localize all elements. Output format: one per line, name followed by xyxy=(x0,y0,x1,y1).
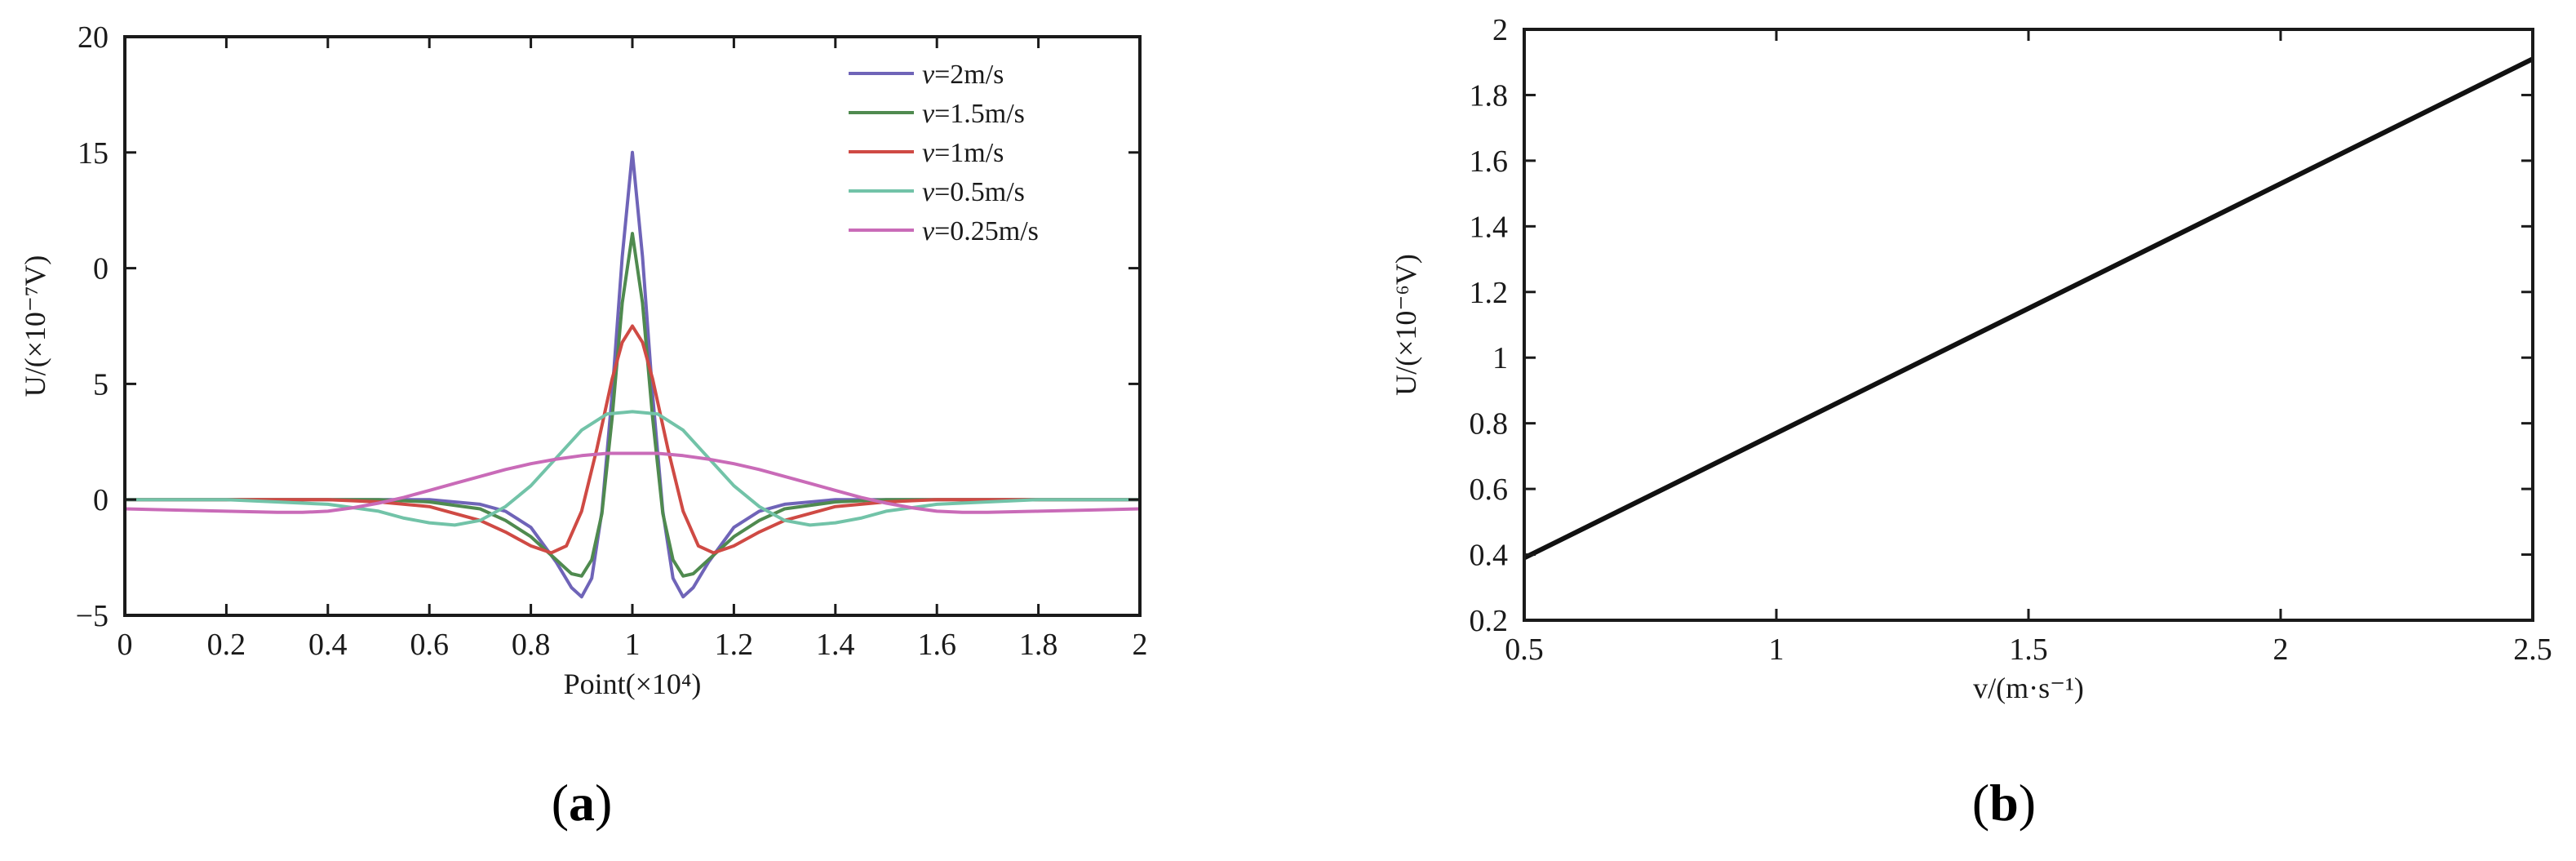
panel-b-y-tick-label: 0.4 xyxy=(1470,539,1509,573)
panel-b-series-line-0 xyxy=(1524,56,2533,561)
panel-b-y-tick-label: 0.2 xyxy=(1470,604,1509,638)
panel-a-y-tick-label: 5 xyxy=(93,367,109,402)
panel-a-y-tick-label: 0 xyxy=(93,252,109,286)
panel-a-y-tick-label: 15 xyxy=(78,136,109,171)
panel-a-legend-entry-1: v=1.5m/s xyxy=(922,99,1025,129)
panel-b-y-tick-label: 1.4 xyxy=(1470,210,1509,244)
panel-a-legend-entry-3: v=0.5m/s xyxy=(922,177,1025,207)
panel-b-plot-frame xyxy=(1523,28,2534,622)
panel-b-y-tick-label: 1.8 xyxy=(1470,78,1509,113)
panel-b-y-tick-label: 1.6 xyxy=(1470,144,1509,179)
panel-a-x-tick-label: 1.8 xyxy=(1019,628,1058,662)
panel-a-legend: v=2m/s v=1.5m/s v=1m/s v=0.5m/s v=0.25m/s xyxy=(849,60,1039,246)
panel-a-x-tick-label: 0 xyxy=(117,628,133,662)
panel-a-chart: 0 0.2 0.4 0.6 0.8 1 1.2 1.4 1.6 1.8 2−50501520Poin… xyxy=(19,20,1148,832)
panel-a-x-tick-label: 1.6 xyxy=(917,628,956,662)
panel-b-x-tick-label: 1 xyxy=(1769,632,1785,667)
panel-a-x-tick-label: 0.2 xyxy=(207,628,246,662)
panel-a-series-line-3 xyxy=(125,410,1140,527)
panel-a-x-tick-label: 2 xyxy=(1133,628,1148,662)
panel-b-y-tick-label: 0.6 xyxy=(1470,473,1509,507)
panel-a-legend-entry-2: v=1m/s xyxy=(922,138,1004,168)
panel-a-series-line-4 xyxy=(125,451,1140,514)
panel-a-series-line-0 xyxy=(125,150,1140,599)
panel-b-x-tick-label: 2 xyxy=(2273,632,2289,667)
panel-b-x-tick-label: 2.5 xyxy=(2513,632,2552,667)
panel-b-y-tick-label: 1 xyxy=(1492,341,1508,375)
panel-a-series-line-2 xyxy=(125,324,1140,555)
panel-a-y-tick-label: 0 xyxy=(93,483,109,517)
panel-b-y-tick-label: 2 xyxy=(1492,13,1508,47)
panel-a-x-tick-label: 0.6 xyxy=(410,628,449,662)
panel-a-legend-entry-4: v=0.25m/s xyxy=(922,216,1039,246)
panel-b-y-tick-label: 1.2 xyxy=(1470,276,1509,310)
panel-b-panel-label: (b) xyxy=(1972,774,2036,832)
panel-b-chart: 0.5 1 1.5 2 2.5 0.2 0.4 0.6 0.8 1 1.2 1.4 1.6 1.8 2 v/(… xyxy=(1390,13,2552,832)
panel-a-legend-entry-0: v=2m/s xyxy=(922,60,1004,90)
panel-a-x-tick-label: 1.2 xyxy=(715,628,754,662)
panel-a-x-tick-label: 1.4 xyxy=(816,628,855,662)
panel-a-y-tick-label: −5 xyxy=(76,599,109,633)
panel-a-y-tick-label: 20 xyxy=(78,20,109,55)
panel-b-x-tick-label: 1.5 xyxy=(2009,632,2048,667)
panel-b-y-tick-label: 0.8 xyxy=(1470,407,1509,442)
panel-a-panel-letter: a xyxy=(569,774,595,832)
panel-b-y-axis-label: U/(×10⁻⁶V) xyxy=(1390,254,1422,396)
panel-b-panel-letter: b xyxy=(1989,774,2019,832)
panel-b-x-tick-label: 0.5 xyxy=(1505,632,1544,667)
panel-a-series-line-1 xyxy=(125,232,1140,578)
panel-b-x-axis-label: v/(m·s⁻¹) xyxy=(1973,672,2084,704)
panel-a-x-tick-label: 1 xyxy=(625,628,641,662)
panel-a-x-tick-label: 0.8 xyxy=(512,628,551,662)
panel-a-y-axis-label: U/(×10⁻⁷V) xyxy=(19,255,51,397)
panel-a-x-axis-label: Point(×10⁴) xyxy=(564,668,702,700)
panel-a-x-tick-label: 0.4 xyxy=(308,628,348,662)
panel-a-panel-label: (a) xyxy=(552,774,613,832)
